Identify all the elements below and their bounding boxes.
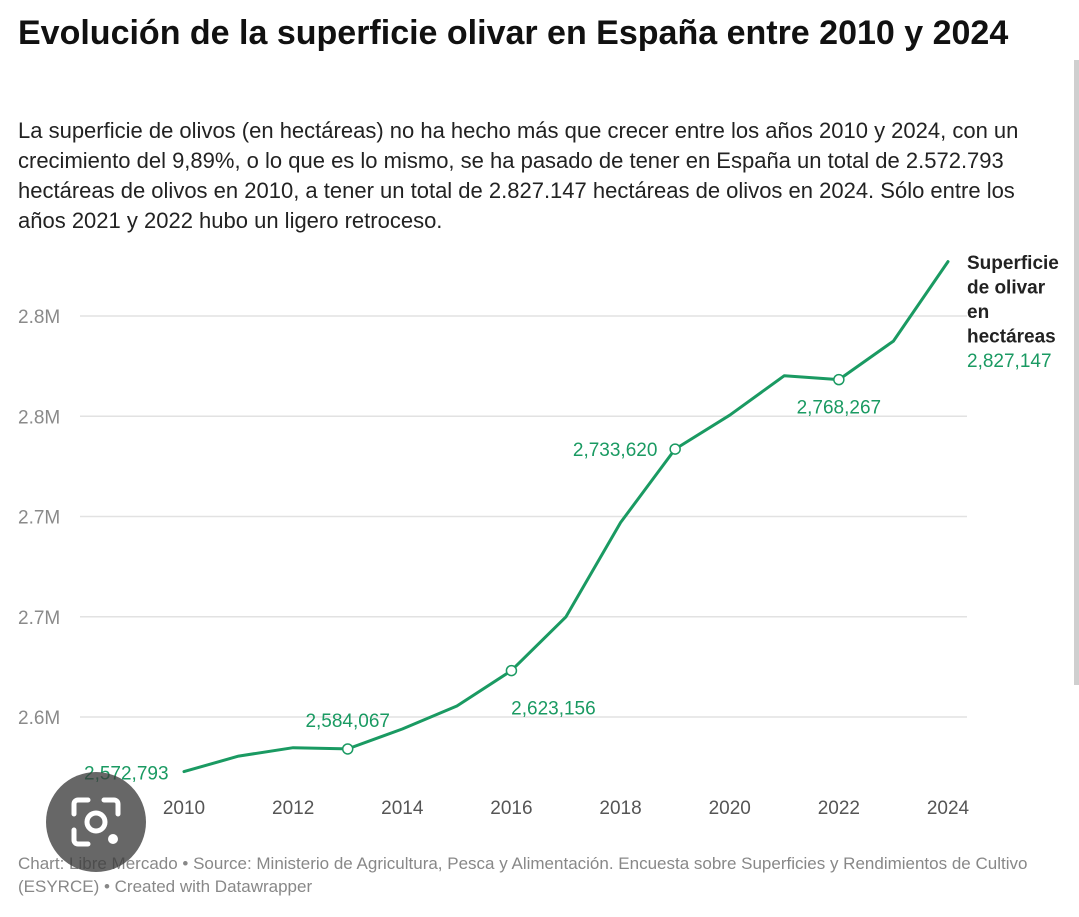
series-line — [182, 260, 950, 774]
x-tick-label: 2018 — [599, 798, 641, 819]
data-label: 2,623,156 — [511, 699, 596, 720]
data-point — [833, 373, 845, 386]
y-tick-label: 2.8M — [18, 407, 60, 428]
x-tick-label: 2020 — [709, 798, 751, 819]
x-tick-label: 2014 — [381, 798, 424, 819]
x-tick-label: 2022 — [818, 798, 860, 819]
data-label: 2,584,067 — [305, 711, 390, 732]
y-tick-label: 2.7M — [18, 508, 60, 529]
google-lens-button[interactable] — [46, 772, 146, 872]
y-tick-label: 2.8M — [18, 307, 60, 328]
data-point — [669, 443, 681, 455]
data-point — [341, 743, 354, 755]
series-name-label: Superficie de olivar en hectáreas — [967, 253, 1059, 348]
data-label: 2,768,267 — [797, 398, 882, 419]
x-tick-label: 2010 — [163, 798, 205, 819]
svg-text:hectáreas: hectáreas — [967, 327, 1056, 348]
x-tick-label: 2012 — [272, 798, 314, 819]
x-tick-label: 2024 — [927, 798, 970, 819]
data-label: 2,733,620 — [573, 440, 658, 461]
y-tick-label: 2.6M — [18, 708, 60, 729]
data-point — [505, 664, 518, 677]
chart-source-footer: Chart: Libre Mercado • Source: Ministeri… — [18, 854, 1028, 896]
y-tick-label: 2.7M — [18, 608, 60, 629]
svg-text:Superficie: Superficie — [967, 253, 1059, 274]
x-tick-label: 2016 — [490, 798, 532, 819]
series-end-value: 2,827,147 — [967, 351, 1052, 372]
chart-title: Evolución de la superficie olivar en Esp… — [18, 14, 1009, 52]
google-lens-icon — [71, 797, 121, 847]
chart-description: La superficie de olivos (en hectáreas) n… — [18, 118, 1019, 233]
svg-text:de olivar: de olivar — [967, 278, 1046, 299]
scrollbar[interactable] — [1074, 60, 1079, 685]
svg-text:en: en — [967, 302, 989, 323]
